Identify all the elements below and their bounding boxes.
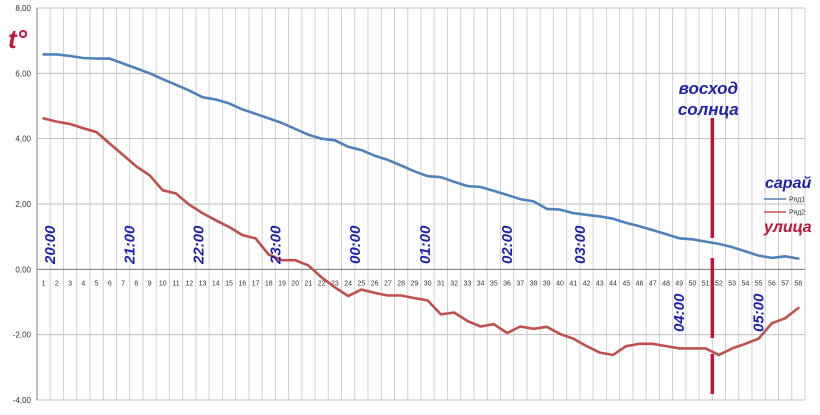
x-tick-label: 57: [781, 280, 789, 287]
x-tick-label: 1: [42, 280, 46, 287]
series-line-barn: [42, 53, 800, 260]
x-tick-label: 53: [728, 280, 736, 287]
legend-label-row2: Ряд2: [789, 210, 805, 217]
y-tick-label: 2,00: [15, 200, 31, 209]
x-tick-label: 24: [344, 280, 352, 287]
time-label: 05:00: [751, 293, 768, 332]
x-tick-label: 41: [569, 280, 577, 287]
legend-label-row1: Ряд1: [789, 197, 805, 204]
x-tick-label: 6: [108, 280, 112, 287]
x-tick-label: 50: [689, 280, 697, 287]
x-tick-label: 36: [503, 280, 511, 287]
y-tick-label: 4,00: [15, 135, 31, 144]
time-label: 20:00: [42, 225, 59, 265]
x-tick-label: 37: [516, 280, 524, 287]
x-tick-label: 54: [742, 280, 750, 287]
time-label: 22:00: [191, 225, 208, 265]
time-label: 00:00: [347, 225, 364, 264]
time-label: 23:00: [267, 225, 284, 265]
x-tick-label: 20: [291, 280, 299, 287]
x-tick-label: 11: [172, 280, 179, 287]
chart-series: [42, 53, 800, 357]
x-tick-label: 43: [596, 280, 604, 287]
x-tick-label: 12: [185, 280, 193, 287]
x-tick-label: 7: [121, 280, 125, 287]
x-tick-label: 25: [358, 280, 366, 287]
x-tick-label: 34: [477, 280, 485, 287]
x-tick-label: 58: [794, 280, 802, 287]
x-tick-label: 22: [318, 280, 326, 287]
y-tick-label: 6,00: [15, 69, 31, 78]
x-tick-label: 31: [437, 280, 445, 287]
x-tick-label: 28: [397, 280, 405, 287]
chart-annotations: t° 20:00 21:00 22:00 23:00 00:00 01:00 02:00 03:…: [8, 24, 812, 396]
x-tick-label: 26: [371, 280, 379, 287]
x-tick-label: 27: [384, 280, 392, 287]
chart-axes: -4,00-2,000,002,004,006,008,001 2 3 4 5 6 7 8 9 1…: [13, 4, 805, 405]
y-tick-label: 8,00: [15, 4, 31, 13]
x-tick-label: 10: [159, 280, 167, 287]
x-tick-label: 55: [755, 280, 763, 287]
x-tick-label: 16: [238, 280, 246, 287]
series-line-street: [42, 117, 800, 357]
x-tick-label: 17: [252, 280, 260, 287]
x-tick-label: 9: [148, 280, 152, 287]
x-tick-label: 32: [450, 280, 458, 287]
x-tick-label: 21: [305, 280, 313, 287]
time-label: 03:00: [572, 225, 589, 264]
x-tick-label: 15: [225, 280, 233, 287]
x-tick-label: 4: [81, 280, 85, 287]
x-tick-label: 38: [530, 280, 538, 287]
x-tick-label: 49: [675, 280, 683, 287]
time-label: 04:00: [671, 293, 688, 332]
x-tick-label: 52: [715, 280, 723, 287]
x-tick-label: 14: [212, 280, 220, 287]
x-tick-label: 8: [134, 280, 138, 287]
y-tick-label: -4,00: [13, 396, 32, 405]
time-label: 02:00: [499, 225, 516, 264]
x-tick-label: 47: [649, 280, 657, 287]
x-tick-label: 33: [463, 280, 471, 287]
x-tick-label: 56: [768, 280, 776, 287]
x-tick-label: 5: [95, 280, 99, 287]
x-tick-label: 3: [68, 280, 72, 287]
y-axis-label: t°: [8, 24, 28, 54]
x-tick-label: 19: [278, 280, 286, 287]
x-tick-label: 30: [424, 280, 432, 287]
x-tick-label: 39: [543, 280, 551, 287]
y-tick-label: -2,00: [13, 331, 32, 340]
x-tick-label: 2: [55, 280, 59, 287]
series-label-street: улица: [763, 219, 812, 236]
x-tick-label: 18: [265, 280, 273, 287]
x-tick-label: 42: [583, 280, 591, 287]
chart-grid: [36, 7, 806, 401]
sunrise-label-line2: солнца: [678, 100, 739, 119]
x-tick-label: 48: [662, 280, 670, 287]
x-tick-label: 23: [331, 280, 339, 287]
x-tick-label: 51: [702, 280, 710, 287]
series-label-barn: сарай: [765, 175, 811, 192]
time-label: 01:00: [417, 225, 434, 264]
x-tick-label: 44: [609, 280, 617, 287]
time-label: 21:00: [122, 225, 139, 265]
x-tick-label: 46: [636, 280, 644, 287]
x-tick-label: 29: [410, 280, 418, 287]
sunrise-label-line1: восход: [679, 79, 738, 98]
y-tick-label: 0,00: [15, 265, 31, 274]
x-tick-label: 13: [199, 280, 207, 287]
x-tick-label: 35: [490, 280, 498, 287]
x-tick-label: 45: [622, 280, 630, 287]
x-tick-label: 40: [556, 280, 564, 287]
